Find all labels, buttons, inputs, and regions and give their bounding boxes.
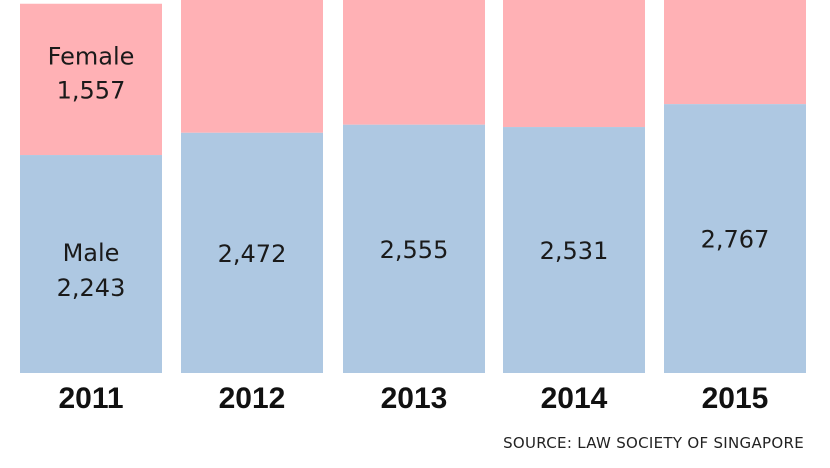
year-label-2012: 2012: [219, 382, 286, 415]
source-note: SOURCE: LAW SOCIETY OF SINGAPORE: [503, 434, 804, 452]
value-label-male-2012: 2,472: [218, 240, 287, 268]
value-label-male-2014: 2,531: [540, 237, 609, 265]
series-label-male: Male: [63, 239, 120, 267]
bar-female-2015: [664, 0, 806, 105]
bar-female-2013: [343, 0, 485, 125]
bar-male-2015: [664, 104, 806, 373]
year-label-2015: 2015: [702, 382, 769, 415]
year-label-2011: 2011: [58, 382, 123, 415]
bar-female-2012: [181, 0, 323, 133]
bar-female-2011: [20, 3, 162, 156]
bar-female-2014: [503, 0, 645, 128]
year-label-2014: 2014: [541, 382, 608, 415]
bar-male-2012: [181, 132, 323, 373]
value-label-female-2011: 1,557: [57, 76, 126, 104]
value-label-male-2015: 2,767: [701, 226, 770, 254]
series-label-female: Female: [48, 42, 135, 70]
value-label-male-2013: 2,555: [380, 236, 449, 264]
bar-male-2011: [20, 155, 162, 373]
year-label-2013: 2013: [381, 382, 448, 415]
bar-male-2013: [343, 124, 485, 373]
bar-male-2014: [503, 127, 645, 373]
value-label-male-2011: 2,243: [57, 274, 126, 302]
